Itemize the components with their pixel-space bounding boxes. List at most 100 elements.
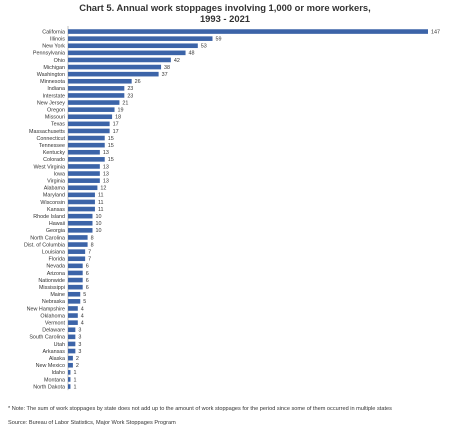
bar-hawaii xyxy=(68,220,93,226)
bar-kansas xyxy=(68,206,95,212)
value-label-mississippi: 6 xyxy=(86,285,89,291)
category-label-idaho: Idaho xyxy=(52,370,66,376)
category-label-kansas: Kansas xyxy=(47,207,65,213)
category-label-nationwide: Nationwide xyxy=(38,278,65,284)
value-label-washington: 37 xyxy=(162,72,168,78)
bar-connecticut xyxy=(68,135,105,141)
bar-dist-of-columbia xyxy=(68,242,88,247)
value-label-north-carolina: 8 xyxy=(91,235,94,241)
bar-north-dakota xyxy=(68,384,71,389)
bar-maryland xyxy=(68,192,95,198)
bar-alaska xyxy=(68,355,73,361)
bar-illinois xyxy=(68,36,213,41)
bar-north-carolina xyxy=(68,235,88,240)
category-label-north-dakota: North Dakota xyxy=(33,384,65,390)
category-label-missouri: Missouri xyxy=(45,115,65,121)
category-label-tennessee: Tennessee xyxy=(39,143,65,149)
bar-indiana xyxy=(68,86,125,91)
bar-new-york xyxy=(68,43,198,49)
value-label-new-mexico: 2 xyxy=(76,363,79,369)
value-label-florida: 7 xyxy=(88,257,91,263)
bar-nebraska xyxy=(68,299,81,304)
value-label-illinois: 59 xyxy=(215,36,221,42)
bar-arkansas xyxy=(68,348,76,354)
category-label-minnesota: Minnesota xyxy=(40,79,65,85)
bar-nationwide xyxy=(68,277,83,283)
category-label-massachusetts: Massachusetts xyxy=(29,129,65,135)
bar-florida xyxy=(68,256,86,262)
category-label-illinois: Illinois xyxy=(50,36,65,42)
value-label-alabama: 12 xyxy=(100,186,106,192)
bar-vermont xyxy=(68,320,78,325)
category-label-california: California xyxy=(42,29,65,35)
value-label-michigan: 38 xyxy=(164,65,170,71)
bar-new-mexico xyxy=(68,362,73,368)
bar-new-hampshire xyxy=(68,306,78,311)
value-label-maryland: 11 xyxy=(98,193,104,199)
bar-montana xyxy=(68,377,71,382)
value-label-missouri: 18 xyxy=(115,115,121,121)
category-label-new-hampshire: New Hampshire xyxy=(27,306,65,312)
value-label-oklahoma: 4 xyxy=(81,313,84,319)
category-label-utah: Utah xyxy=(54,342,65,348)
bar-utah xyxy=(68,341,76,347)
value-label-utah: 3 xyxy=(78,342,81,348)
value-label-interstate: 23 xyxy=(127,93,133,99)
value-label-oregon: 19 xyxy=(118,107,124,113)
category-label-south-carolina: South Carolina xyxy=(29,335,65,341)
category-label-alabama: Alabama xyxy=(44,186,65,192)
bar-south-carolina xyxy=(68,334,76,340)
category-label-interstate: Interstate xyxy=(43,93,65,99)
bar-georgia xyxy=(68,228,93,233)
category-label-texas: Texas xyxy=(51,122,65,128)
value-label-idaho: 1 xyxy=(73,370,76,376)
source-note: Source: Bureau of Labor Statistics, Majo… xyxy=(8,420,176,426)
bar-tennessee xyxy=(68,142,105,148)
value-label-massachusetts: 17 xyxy=(113,129,119,135)
bar-arizona xyxy=(68,270,83,276)
category-label-new-york: New York xyxy=(42,44,65,50)
value-label-tennessee: 15 xyxy=(108,143,114,149)
category-label-maine: Maine xyxy=(50,292,65,298)
value-label-wisconsin: 11 xyxy=(98,200,104,206)
bar-west-virginia xyxy=(68,164,100,169)
bar-wisconsin xyxy=(68,199,95,205)
category-label-nevada: Nevada xyxy=(46,264,65,270)
category-label-nebraska: Nebraska xyxy=(42,299,65,305)
bar-louisiana xyxy=(68,249,86,254)
bar-oregon xyxy=(68,107,115,112)
value-label-virginia: 13 xyxy=(103,178,109,184)
bar-nevada xyxy=(68,263,83,269)
category-label-west-virginia: West Virginia xyxy=(33,164,65,170)
category-label-vermont: Vermont xyxy=(45,320,66,326)
value-label-alaska: 2 xyxy=(76,356,79,362)
value-label-hawaii: 10 xyxy=(95,221,101,227)
value-label-pennsylvania: 48 xyxy=(189,51,195,57)
footnote: * Note: The sum of work stoppages by sta… xyxy=(8,406,392,412)
category-label-florida: Florida xyxy=(49,257,65,263)
value-label-indiana: 23 xyxy=(127,86,133,92)
bar-michigan xyxy=(68,64,162,70)
category-label-georgia: Georgia xyxy=(46,228,65,234)
bar-rhode-island xyxy=(68,213,93,219)
category-label-iowa: Iowa xyxy=(54,171,65,177)
category-label-virginia: Virginia xyxy=(47,178,65,184)
chart-title-period: 1993 - 2021 xyxy=(199,13,251,24)
value-label-california: 147 xyxy=(431,29,440,35)
category-label-oregon: Oregon xyxy=(47,107,65,113)
category-label-dist-of-columbia: Dist. of Columbia xyxy=(24,242,65,248)
value-label-iowa: 13 xyxy=(103,171,109,177)
value-label-arkansas: 3 xyxy=(78,349,81,355)
bar-texas xyxy=(68,121,110,127)
category-label-arizona: Arizona xyxy=(47,271,65,277)
category-label-new-jersey: New Jersey xyxy=(37,100,65,106)
category-label-wisconsin: Wisconsin xyxy=(40,200,65,206)
value-label-kansas: 11 xyxy=(98,207,104,213)
category-label-washington: Washington xyxy=(37,72,65,78)
value-label-louisiana: 7 xyxy=(88,249,91,255)
value-label-georgia: 10 xyxy=(95,228,101,234)
bar-virginia xyxy=(68,178,100,183)
category-label-pennsylvania: Pennsylvania xyxy=(33,51,65,57)
category-label-maryland: Maryland xyxy=(43,193,65,199)
